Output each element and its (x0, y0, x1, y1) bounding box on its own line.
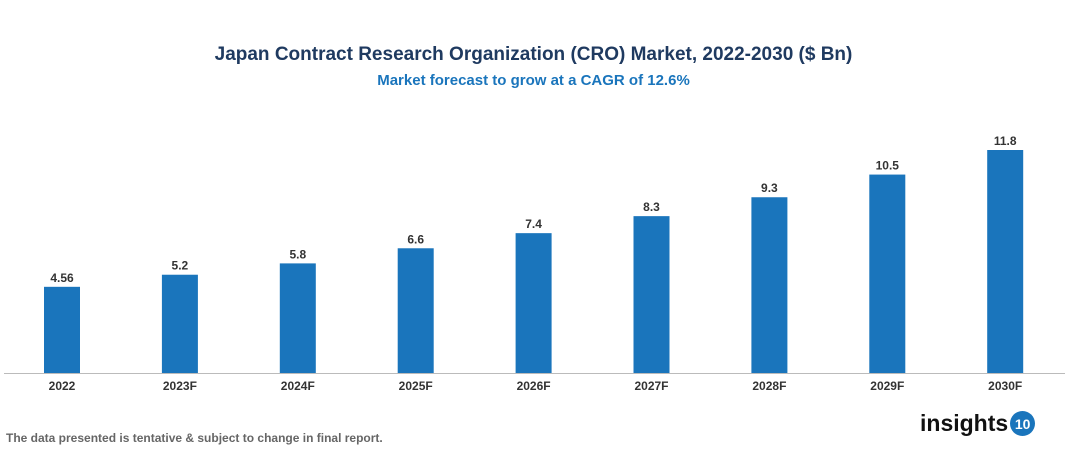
x-tick-label: 2025F (399, 379, 433, 393)
data-label: 8.3 (643, 200, 660, 214)
x-tick-label: 2029F (870, 379, 904, 393)
x-tick-label: 2022 (49, 379, 76, 393)
x-tick-label: 2030F (988, 379, 1022, 393)
data-label: 7.4 (525, 217, 542, 231)
bar (279, 263, 316, 373)
disclaimer-footer: The data presented is tentative & subjec… (6, 431, 383, 445)
bar (515, 233, 552, 373)
x-tick-label: 2023F (163, 379, 197, 393)
x-tick-label: 2027F (634, 379, 668, 393)
chart-subtitle: Market forecast to grow at a CAGR of 12.… (377, 72, 690, 89)
bar (397, 248, 434, 373)
data-label: 6.6 (407, 232, 424, 246)
data-label: 5.8 (289, 247, 306, 261)
x-tick-label: 2028F (752, 379, 786, 393)
bar (161, 274, 198, 373)
bar (869, 174, 906, 373)
logo-badge: 10 (1010, 411, 1036, 436)
data-label: 9.3 (761, 181, 778, 195)
data-label: 4.56 (50, 271, 74, 285)
chart-title: Japan Contract Research Organization (CR… (214, 44, 853, 65)
data-label: 10.5 (876, 159, 900, 173)
bar (987, 150, 1024, 373)
x-tick-label: 2026F (517, 379, 551, 393)
insights10-logo: insights 10 (920, 410, 1036, 437)
logo-text: insights (920, 410, 1009, 436)
data-label: 5.2 (172, 259, 189, 273)
x-tick-label: 2024F (281, 379, 315, 393)
bar (633, 216, 670, 373)
data-label: 11.8 (994, 134, 1017, 148)
bar (44, 286, 80, 373)
bar (751, 197, 788, 373)
